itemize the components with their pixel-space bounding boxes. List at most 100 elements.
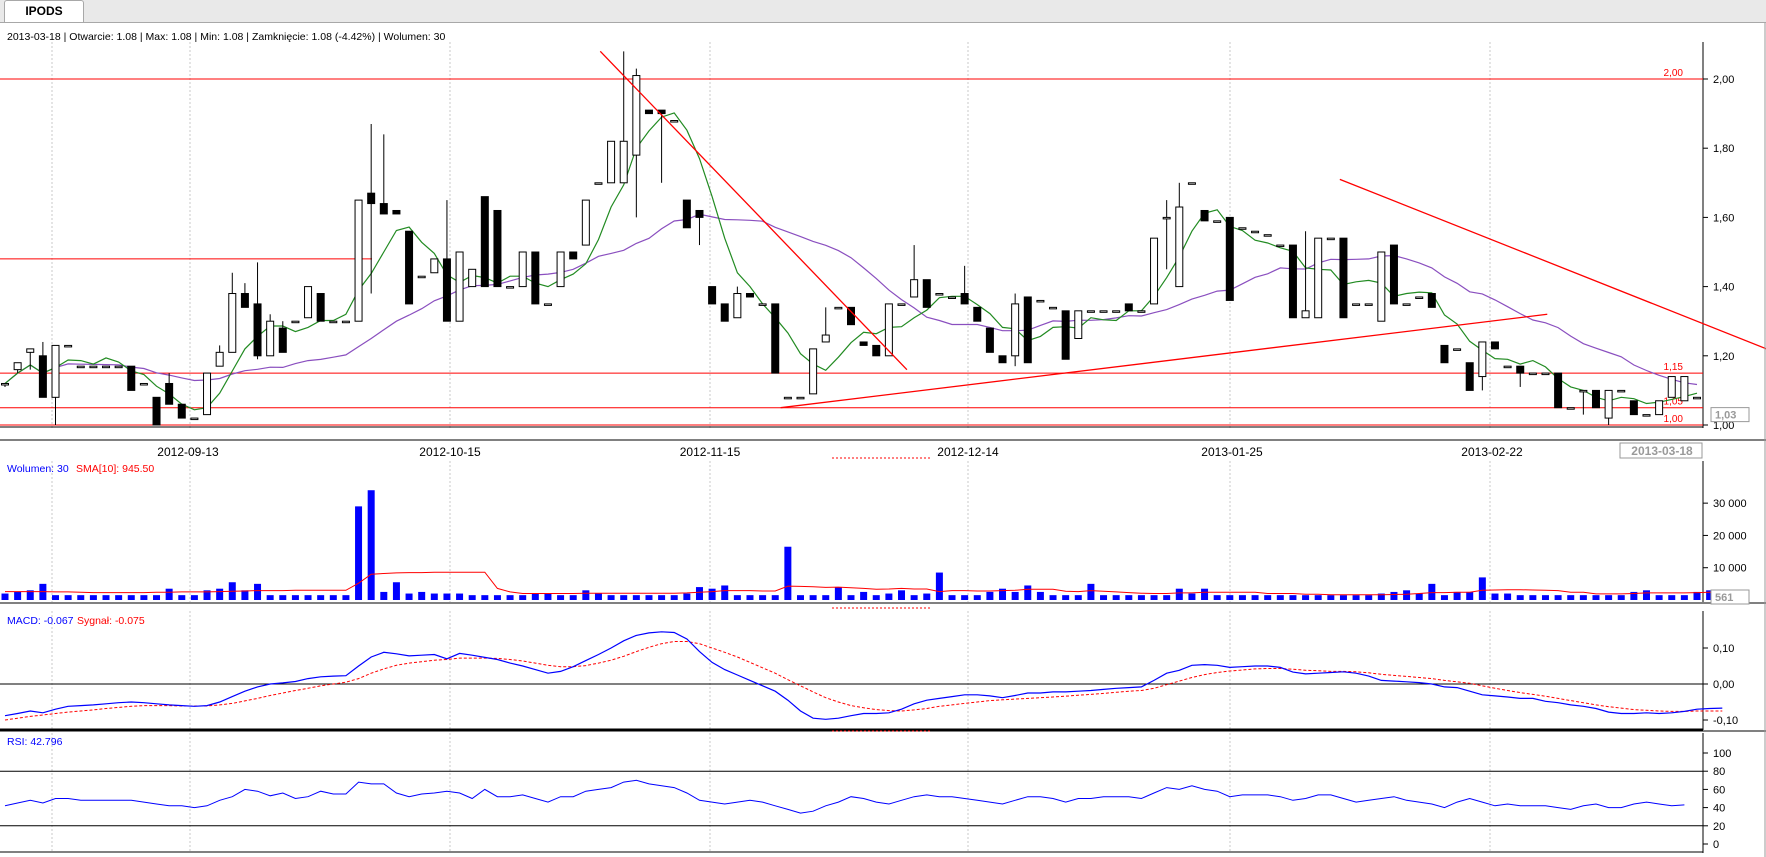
candle-body (1, 382, 9, 386)
candle-body (670, 120, 679, 123)
volume-bar (1377, 593, 1385, 600)
candle-body (922, 279, 931, 308)
rsi-line (4, 779, 1685, 814)
volume-bar (1579, 595, 1587, 600)
candle-body (1276, 244, 1285, 248)
candle-body (1440, 344, 1449, 364)
volume-bar (822, 595, 830, 600)
price-axis-label: 1,00 (1713, 420, 1734, 432)
slow-moving-average-line (4, 213, 1698, 386)
candle-body (430, 258, 439, 274)
volume-bar (506, 595, 514, 600)
rsi-axis-label: 60 (1713, 784, 1725, 796)
candle-body (1162, 216, 1171, 220)
candle-body (1642, 414, 1651, 417)
candle-body (998, 355, 1007, 364)
volume-bar (759, 595, 767, 600)
candle-body (1667, 376, 1676, 398)
volume-bar (304, 595, 312, 600)
price-info-line: 2013-03-18 | Otwarcie: 1.08 | Max: 1.08 … (7, 31, 445, 43)
rsi-axis-label: 20 (1713, 821, 1725, 833)
candle-body (493, 209, 502, 288)
volume-bar (115, 595, 123, 600)
candle-body (316, 293, 325, 322)
volume-bar (1655, 595, 1663, 600)
tab-ipods[interactable]: IPODS (4, 0, 84, 22)
volume-bar (1529, 595, 1537, 600)
candle-body (26, 348, 35, 353)
volume-bar (317, 595, 325, 600)
volume-bar (834, 587, 842, 600)
candle-body (215, 351, 224, 367)
volume-axis-label: 10 000 (1713, 563, 1747, 575)
date-axis-label: 2012-10-15 (419, 445, 481, 459)
candle-body (152, 396, 161, 426)
candle-body (253, 303, 262, 357)
candle-body (708, 286, 717, 305)
volume-bar (645, 595, 653, 600)
candle-body (1175, 206, 1184, 288)
volume-sma-line (5, 571, 1723, 596)
volume-bar (582, 590, 590, 600)
rsi-axis-label: 100 (1713, 748, 1731, 760)
volume-bar (1112, 595, 1120, 600)
candle-body (1301, 310, 1310, 319)
volume-bar (1541, 595, 1549, 600)
candle-body (405, 230, 414, 305)
candle-body (859, 341, 868, 346)
volume-bar (632, 595, 640, 600)
candle-body (1314, 237, 1323, 319)
volume-bar (1478, 577, 1486, 600)
candle-body (884, 303, 893, 357)
candle-body (948, 296, 957, 299)
volume-bar (746, 595, 754, 600)
candle-body (569, 251, 578, 260)
candle-body (1364, 303, 1373, 306)
volume-bar (1175, 588, 1183, 600)
candle-body (38, 355, 47, 398)
macd-axis-label: 0,10 (1713, 643, 1734, 655)
volume-bar (531, 593, 539, 600)
candle-body (632, 75, 641, 156)
candle-body (442, 258, 451, 322)
candle-body (1023, 296, 1032, 364)
volume-bar (26, 590, 34, 600)
candle-body (1604, 389, 1613, 419)
candle-body (392, 209, 401, 215)
volume-bar (405, 593, 413, 600)
volume-bar (443, 593, 451, 600)
macd-axis-label: 0,00 (1713, 679, 1734, 691)
volume-bar (1605, 595, 1613, 600)
volume-bar (1352, 595, 1360, 600)
last-price-label: 1,03 (1715, 410, 1736, 422)
volume-bar (935, 572, 943, 600)
candle-body (1086, 310, 1095, 313)
candle-body (1402, 303, 1411, 306)
date-axis-label: 2012-09-13 (157, 445, 219, 459)
date-axis-label: 2013-02-22 (1461, 445, 1523, 459)
candle-body (1326, 237, 1335, 241)
candle-body (354, 199, 363, 322)
candle-body (733, 293, 742, 319)
volume-bar (986, 591, 994, 600)
candle-body (960, 293, 969, 305)
candle-body (1541, 372, 1550, 376)
macd-signal-line (4, 641, 1723, 721)
candle-body (1213, 220, 1222, 223)
volume-bar (948, 595, 956, 600)
trendline (599, 50, 908, 371)
candle-body (177, 403, 186, 419)
candle-body (695, 209, 704, 218)
volume-bar (1, 593, 9, 600)
volume-bar (860, 591, 868, 600)
volume-bar (973, 595, 981, 600)
volume-sma-label: SMA[10]: 945.50 (76, 463, 154, 475)
candle-body (1288, 244, 1297, 319)
candle-body (1112, 310, 1121, 313)
volume-bar (569, 595, 577, 600)
volume-bar (1137, 595, 1145, 600)
volume-bar (1567, 595, 1575, 600)
candle-body (1352, 303, 1361, 306)
volume-bar (493, 595, 501, 600)
price-axis-label: 1,80 (1713, 143, 1734, 155)
